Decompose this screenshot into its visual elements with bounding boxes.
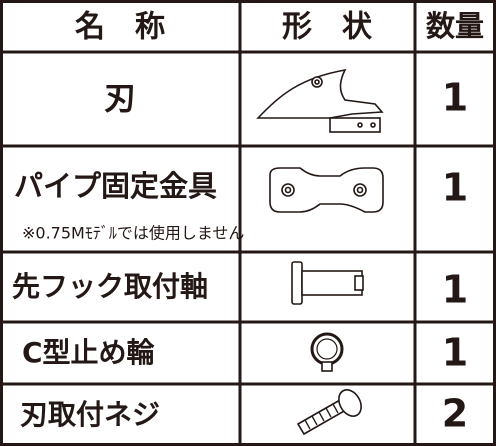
header-cell: 名 称 [75, 10, 165, 45]
part-name: C型止め輪 [22, 336, 155, 369]
part-name: 先フック取付軸 [12, 270, 208, 303]
quantity: 1 [442, 268, 468, 312]
blade-icon [256, 68, 384, 133]
pin-icon [291, 261, 364, 305]
part-name: パイプ固定金具 [14, 169, 217, 203]
quantity: 1 [442, 76, 468, 120]
header-cell: 形 状 [282, 10, 373, 45]
part-note: ※0.75Mﾓﾃﾞﾙでは使用しません [22, 224, 244, 243]
quantity: 1 [442, 166, 468, 210]
part-name: 刃取付ネジ [20, 398, 160, 431]
ring-icon [310, 332, 344, 372]
bracket-icon [269, 167, 384, 213]
header-cell: 数量 [426, 9, 484, 43]
quantity: 2 [442, 392, 468, 436]
part-name: 刃 [104, 79, 136, 117]
quantity: 1 [442, 331, 468, 375]
screw-icon [296, 389, 362, 436]
